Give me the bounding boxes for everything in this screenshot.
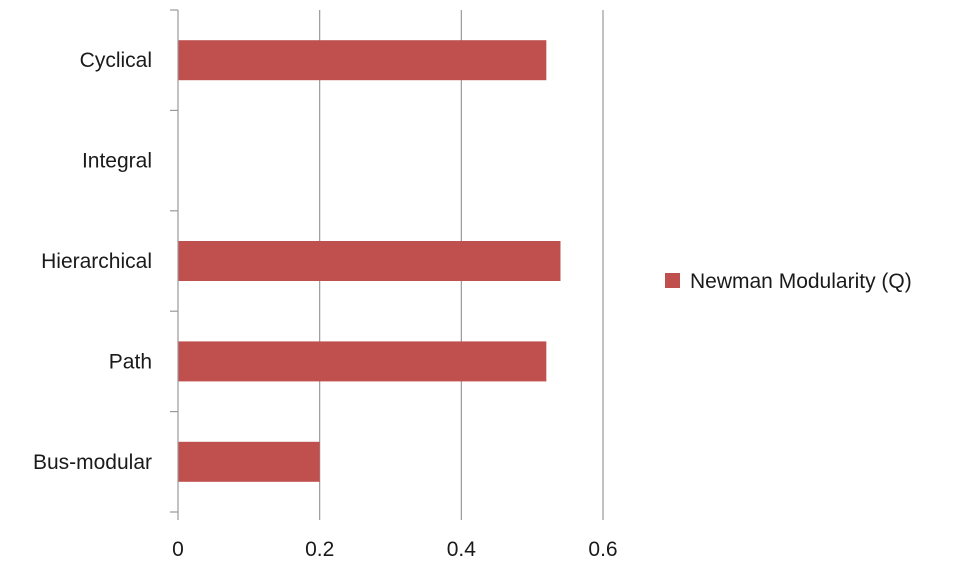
category-label: Integral (82, 150, 152, 173)
bar-path (178, 341, 547, 382)
bar-cyclical (178, 40, 547, 81)
category-label: Path (109, 350, 152, 373)
legend-swatch (665, 273, 680, 288)
category-labels: Cyclical Integral Hierarchical Path Bus-modu… (33, 49, 152, 474)
y-axis-ticks (170, 9, 178, 513)
category-label: Cyclical (80, 49, 152, 72)
x-tick-label: 0 (172, 538, 184, 561)
legend: Newman Modularity (Q) (665, 270, 912, 293)
x-tick-label: 0.6 (588, 538, 617, 561)
bars (178, 40, 561, 482)
axes (170, 9, 179, 520)
legend-label: Newman Modularity (Q) (690, 270, 912, 293)
bar-bus-modular (178, 441, 320, 482)
bar-hierarchical (178, 241, 561, 281)
category-label: Hierarchical (41, 250, 152, 273)
x-tick-labels: 0 0.2 0.4 0.6 (172, 538, 617, 561)
category-label: Bus-modular (33, 451, 152, 474)
x-tick-label: 0.2 (305, 538, 334, 561)
x-tick-label: 0.4 (447, 538, 477, 561)
